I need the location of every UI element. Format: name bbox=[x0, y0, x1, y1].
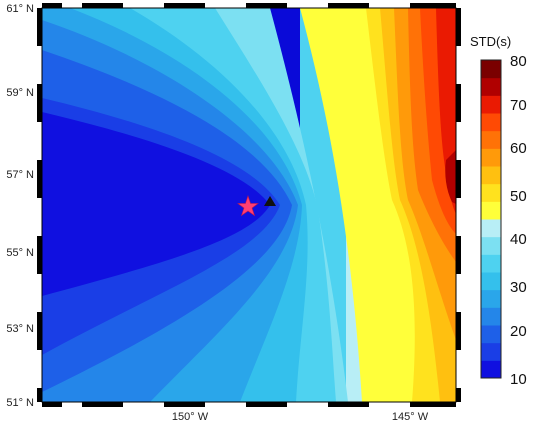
colorbar-swatch bbox=[481, 148, 501, 167]
contour-field bbox=[42, 8, 456, 402]
colorbar-label-60: 60 bbox=[510, 140, 527, 157]
colorbar-title: STD(s) bbox=[470, 34, 511, 49]
colorbar-swatch bbox=[481, 113, 501, 132]
colorbar-swatch bbox=[481, 130, 501, 149]
colorbar-swatch bbox=[481, 236, 501, 255]
latitude-labels: 61° N 59° N 57° N 55° N 53° N 51° N bbox=[6, 3, 34, 409]
lon-label-150w: 150° W bbox=[172, 411, 209, 423]
colorbar-swatch bbox=[481, 183, 501, 202]
colorbar-swatch bbox=[481, 60, 501, 79]
colorbar-swatch bbox=[481, 307, 501, 326]
colorbar-swatch bbox=[481, 325, 501, 344]
longitude-labels: 150° W 145° W bbox=[172, 411, 429, 423]
colorbar-swatch bbox=[481, 95, 501, 114]
colorbar-swatch bbox=[481, 360, 501, 379]
colorbar-label-80: 80 bbox=[510, 53, 527, 70]
colorbar-label-50: 50 bbox=[510, 188, 527, 205]
lat-label-57: 57° N bbox=[6, 169, 34, 181]
lat-label-55: 55° N bbox=[6, 247, 34, 259]
colorbar-swatch bbox=[481, 166, 501, 185]
colorbar-swatch bbox=[481, 272, 501, 291]
lat-label-53: 53° N bbox=[6, 323, 34, 335]
colorbar-label-70: 70 bbox=[510, 97, 527, 114]
colorbar-swatch bbox=[481, 77, 501, 96]
colorbar-label-40: 40 bbox=[510, 231, 527, 248]
lat-label-51: 51° N bbox=[6, 397, 34, 409]
colorbar-swatches bbox=[481, 60, 501, 379]
star-marker bbox=[237, 195, 259, 217]
lon-label-145w: 145° W bbox=[392, 411, 429, 423]
triangle-marker bbox=[264, 196, 276, 206]
colorbar-label-20: 20 bbox=[510, 323, 527, 340]
colorbar: STD(s) 80 70 60 50 40 30 20 10 bbox=[470, 34, 527, 388]
colorbar-label-10: 10 bbox=[510, 371, 527, 388]
colorbar-swatch bbox=[481, 219, 501, 238]
lat-label-61: 61° N bbox=[6, 3, 34, 15]
colorbar-swatch bbox=[481, 201, 501, 220]
map-frame bbox=[37, 3, 461, 407]
lat-label-59: 59° N bbox=[6, 87, 34, 99]
colorbar-label-30: 30 bbox=[510, 279, 527, 296]
colorbar-swatch bbox=[481, 289, 501, 308]
colorbar-swatch bbox=[481, 342, 501, 361]
colorbar-swatch bbox=[481, 254, 501, 273]
